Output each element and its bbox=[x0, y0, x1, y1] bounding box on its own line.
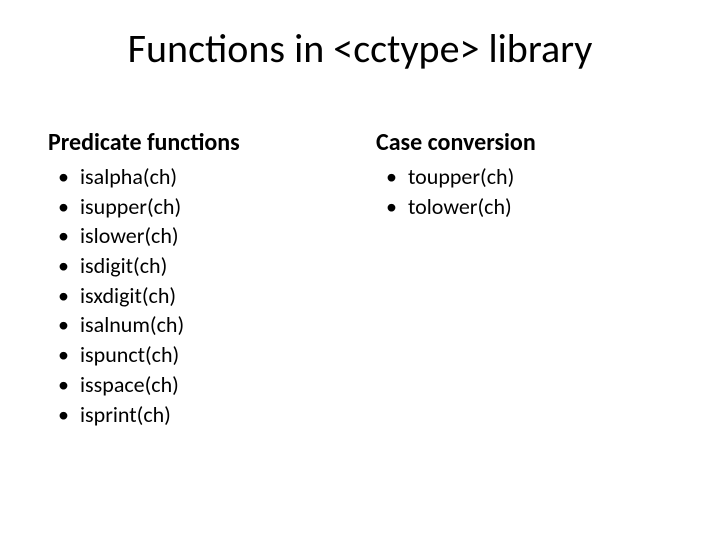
list-item: isupper(ch) bbox=[48, 192, 344, 222]
list-item: tolower(ch) bbox=[376, 192, 672, 222]
slide-title: Functions in <cctype> library bbox=[0, 24, 720, 73]
left-item-list: isalpha(ch) isupper(ch) islower(ch) isdi… bbox=[48, 162, 344, 429]
left-column-heading: Predicate functions bbox=[48, 128, 344, 158]
list-item: toupper(ch) bbox=[376, 162, 672, 192]
right-item-list: toupper(ch) tolower(ch) bbox=[376, 162, 672, 221]
list-item: isdigit(ch) bbox=[48, 251, 344, 281]
list-item: isalnum(ch) bbox=[48, 310, 344, 340]
list-item: ispunct(ch) bbox=[48, 340, 344, 370]
left-column: Predicate functions isalpha(ch) isupper(… bbox=[48, 128, 344, 429]
right-column-heading: Case conversion bbox=[376, 128, 672, 158]
content-columns: Predicate functions isalpha(ch) isupper(… bbox=[48, 128, 672, 429]
list-item: isalpha(ch) bbox=[48, 162, 344, 192]
slide: Functions in <cctype> library Predicate … bbox=[0, 0, 720, 540]
list-item: isspace(ch) bbox=[48, 370, 344, 400]
list-item: islower(ch) bbox=[48, 221, 344, 251]
list-item: isxdigit(ch) bbox=[48, 281, 344, 311]
right-column: Case conversion toupper(ch) tolower(ch) bbox=[344, 128, 672, 429]
list-item: isprint(ch) bbox=[48, 400, 344, 430]
